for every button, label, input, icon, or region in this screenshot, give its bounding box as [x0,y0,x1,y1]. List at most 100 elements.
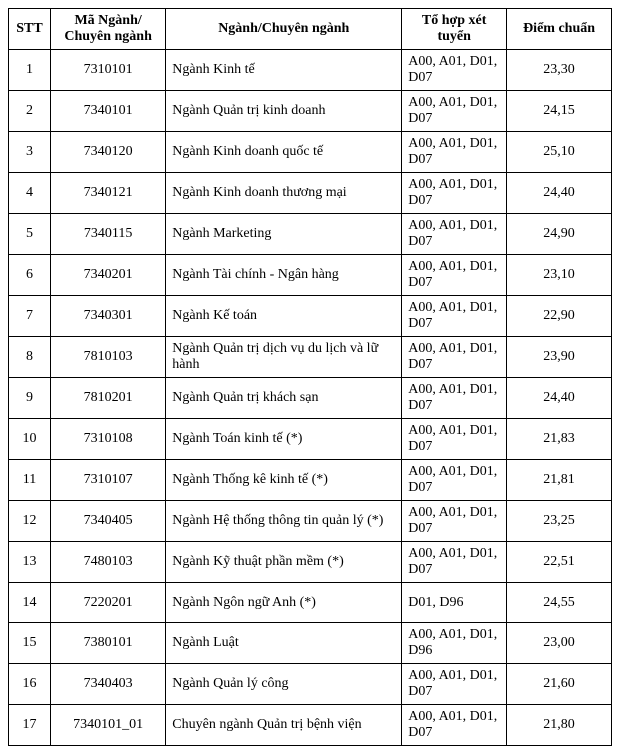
cell-combo: A00, A01, D01, D07 [402,214,507,255]
table-row: 117310107Ngành Thống kê kinh tế (*)A00, … [9,460,612,501]
cell-stt: 7 [9,296,51,337]
cell-code: 7340101_01 [50,705,165,746]
cell-combo: A00, A01, D01, D07 [402,173,507,214]
cell-stt: 5 [9,214,51,255]
table-row: 127340405Ngành Hệ thống thông tin quản l… [9,501,612,542]
cell-code: 7340403 [50,664,165,705]
table-row: 157380101Ngành LuậtA00, A01, D01, D9623,… [9,623,612,664]
cell-code: 7810103 [50,337,165,378]
table-row: 107310108Ngành Toán kinh tế (*)A00, A01,… [9,419,612,460]
table-row: 147220201Ngành Ngôn ngữ Anh (*)D01, D962… [9,583,612,623]
cell-name: Ngành Tài chính - Ngân hàng [166,255,402,296]
cell-score: 24,55 [507,583,612,623]
table-row: 97810201Ngành Quản trị khách sạnA00, A01… [9,378,612,419]
cell-name: Ngành Marketing [166,214,402,255]
cell-score: 23,10 [507,255,612,296]
cell-stt: 10 [9,419,51,460]
cell-score: 23,90 [507,337,612,378]
table-row: 87810103Ngành Quản trị dịch vụ du lịch v… [9,337,612,378]
cell-name: Ngành Quản trị kinh doanh [166,91,402,132]
cell-combo: A00, A01, D01, D07 [402,542,507,583]
cell-combo: A00, A01, D01, D07 [402,378,507,419]
cell-name: Chuyên ngành Quản trị bệnh viện [166,705,402,746]
cell-combo: A00, A01, D01, D07 [402,255,507,296]
table-row: 57340115Ngành MarketingA00, A01, D01, D0… [9,214,612,255]
table-row: 77340301Ngành Kế toánA00, A01, D01, D072… [9,296,612,337]
cell-code: 7340201 [50,255,165,296]
cell-name: Ngành Kế toán [166,296,402,337]
cell-combo: A00, A01, D01, D07 [402,337,507,378]
cell-code: 7340115 [50,214,165,255]
cell-code: 7310101 [50,50,165,91]
cell-code: 7340405 [50,501,165,542]
cell-name: Ngành Hệ thống thông tin quản lý (*) [166,501,402,542]
cell-stt: 16 [9,664,51,705]
cell-score: 24,40 [507,378,612,419]
cell-code: 7310107 [50,460,165,501]
cell-score: 21,60 [507,664,612,705]
cell-score: 24,15 [507,91,612,132]
cell-stt: 3 [9,132,51,173]
cell-combo: D01, D96 [402,583,507,623]
cell-name: Ngành Kinh doanh quốc tế [166,132,402,173]
cell-name: Ngành Thống kê kinh tế (*) [166,460,402,501]
table-body: 17310101Ngành Kinh tếA00, A01, D01, D072… [9,50,612,746]
cell-code: 7340121 [50,173,165,214]
header-code: Mã Ngành/ Chuyên ngành [50,9,165,50]
cell-stt: 8 [9,337,51,378]
cell-stt: 15 [9,623,51,664]
cell-code: 7480103 [50,542,165,583]
cell-name: Ngành Quản trị khách sạn [166,378,402,419]
header-combo: Tổ hợp xét tuyển [402,9,507,50]
table-row: 17310101Ngành Kinh tếA00, A01, D01, D072… [9,50,612,91]
cell-score: 22,51 [507,542,612,583]
table-row: 37340120Ngành Kinh doanh quốc tếA00, A01… [9,132,612,173]
cell-score: 23,25 [507,501,612,542]
cell-score: 22,90 [507,296,612,337]
cell-combo: A00, A01, D01, D07 [402,50,507,91]
cell-combo: A00, A01, D01, D07 [402,132,507,173]
cell-stt: 14 [9,583,51,623]
cell-stt: 4 [9,173,51,214]
cell-name: Ngành Ngôn ngữ Anh (*) [166,583,402,623]
table-row: 137480103Ngành Kỹ thuật phần mềm (*)A00,… [9,542,612,583]
cell-score: 23,00 [507,623,612,664]
cell-code: 7310108 [50,419,165,460]
cell-code: 7340101 [50,91,165,132]
cell-stt: 6 [9,255,51,296]
cell-stt: 13 [9,542,51,583]
cell-name: Ngành Quản lý công [166,664,402,705]
cell-combo: A00, A01, D01, D07 [402,460,507,501]
cell-name: Ngành Toán kinh tế (*) [166,419,402,460]
cell-name: Ngành Quản trị dịch vụ du lịch và lữ hàn… [166,337,402,378]
cell-code: 7340301 [50,296,165,337]
cell-score: 21,81 [507,460,612,501]
table-row: 27340101Ngành Quản trị kinh doanhA00, A0… [9,91,612,132]
cell-stt: 2 [9,91,51,132]
admission-scores-table: STT Mã Ngành/ Chuyên ngành Ngành/Chuyên … [8,8,612,746]
cell-name: Ngành Kinh tế [166,50,402,91]
cell-score: 21,83 [507,419,612,460]
cell-score: 25,10 [507,132,612,173]
table-row: 177340101_01Chuyên ngành Quản trị bệnh v… [9,705,612,746]
cell-stt: 12 [9,501,51,542]
cell-code: 7220201 [50,583,165,623]
cell-name: Ngành Luật [166,623,402,664]
cell-stt: 11 [9,460,51,501]
header-name: Ngành/Chuyên ngành [166,9,402,50]
table-header-row: STT Mã Ngành/ Chuyên ngành Ngành/Chuyên … [9,9,612,50]
cell-score: 24,40 [507,173,612,214]
cell-stt: 17 [9,705,51,746]
header-score: Điểm chuẩn [507,9,612,50]
cell-stt: 1 [9,50,51,91]
table-row: 47340121Ngành Kinh doanh thương mạiA00, … [9,173,612,214]
cell-score: 21,80 [507,705,612,746]
cell-combo: A00, A01, D01, D07 [402,501,507,542]
cell-combo: A00, A01, D01, D07 [402,705,507,746]
cell-combo: A00, A01, D01, D96 [402,623,507,664]
cell-code: 7810201 [50,378,165,419]
cell-combo: A00, A01, D01, D07 [402,664,507,705]
header-stt: STT [9,9,51,50]
cell-score: 23,30 [507,50,612,91]
cell-code: 7340120 [50,132,165,173]
